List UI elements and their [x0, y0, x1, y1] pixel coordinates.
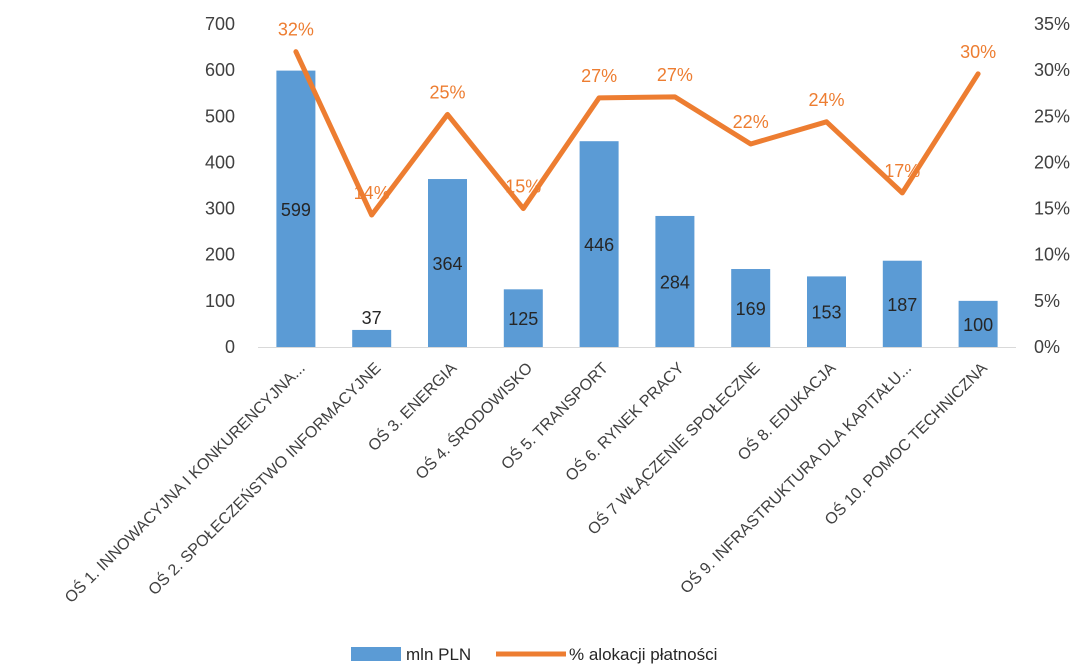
- line-value-label: 27%: [581, 66, 617, 86]
- bar-series: [276, 70, 998, 348]
- legend-swatch-bar: [351, 647, 401, 661]
- y-left-tick-label: 300: [205, 199, 235, 219]
- y-right-tick-label: 15%: [1034, 199, 1070, 219]
- line-value-label: 27%: [657, 65, 693, 85]
- bar-value-label: 100: [963, 315, 993, 335]
- bar-value-label: 446: [584, 235, 614, 255]
- y-right-tick-label: 20%: [1034, 152, 1070, 172]
- y-right-tick-label: 30%: [1034, 60, 1070, 80]
- y-left-tick-label: 200: [205, 245, 235, 265]
- y-right-tick-label: 5%: [1034, 291, 1060, 311]
- bar-value-label: 153: [811, 303, 841, 323]
- x-category-label: OŚ 10. POMOC TECHNICZNA: [821, 358, 992, 529]
- bar-value-label: 364: [432, 254, 462, 274]
- line-value-label: 14%: [354, 183, 390, 203]
- line-value-label: 15%: [505, 177, 541, 197]
- legend-label-line: % alokacji płatności: [569, 645, 717, 664]
- bar: [352, 329, 392, 347]
- y-left-tick-label: 0: [225, 337, 235, 357]
- percent-line: [293, 49, 981, 218]
- bar: [882, 260, 922, 347]
- bar: [958, 300, 998, 347]
- y-left-tick-label: 700: [205, 14, 235, 34]
- y-right-tick-label: 35%: [1034, 14, 1070, 34]
- bar-value-label: 37: [362, 308, 382, 328]
- line-value-label: 24%: [808, 90, 844, 110]
- y-left-tick-label: 600: [205, 60, 235, 80]
- line-data-labels: 32% 14% 25% 15% 27% 27% 22% 24% 17% 30%: [278, 20, 996, 203]
- bar-value-label: 284: [660, 272, 690, 292]
- bar: [807, 276, 846, 347]
- y-left-tick-label: 400: [205, 152, 235, 172]
- bar-value-label: 187: [887, 295, 917, 315]
- y-right-tick-label: 25%: [1034, 106, 1070, 126]
- bar: [731, 269, 771, 347]
- bar: [428, 179, 467, 347]
- line-value-label: 32%: [278, 20, 314, 40]
- bar: [503, 289, 543, 347]
- legend: mln PLN % alokacji płatności: [351, 645, 717, 664]
- bar: [655, 215, 695, 347]
- line-series: [293, 49, 981, 218]
- y-left-tick-label: 100: [205, 291, 235, 311]
- y-left-tick-label: 500: [205, 106, 235, 126]
- line-value-label: 22%: [733, 112, 769, 132]
- y-right-tick-label: 0%: [1034, 337, 1060, 357]
- line-value-label: 25%: [429, 82, 465, 102]
- y-right-tick-label: 10%: [1034, 245, 1070, 265]
- line-value-label: 17%: [884, 161, 920, 181]
- y-axis-right: 0% 5% 10% 15% 20% 25% 30% 35%: [1034, 14, 1070, 357]
- x-axis-categories: OŚ 1. INNOWACYJNA I KONKURENCYJNA...OŚ 2…: [61, 358, 992, 606]
- bar-value-label: 599: [281, 200, 311, 220]
- bar: [579, 141, 619, 347]
- legend-label-bar: mln PLN: [406, 645, 471, 664]
- bar-data-labels: 599 37 364 125 446 284 169 153 187 100: [281, 200, 993, 335]
- bar-value-label: 169: [736, 299, 766, 319]
- bar: [276, 70, 316, 348]
- bar-value-label: 125: [508, 309, 538, 329]
- y-axis-left: 0 100 200 300 400 500 600 700: [205, 14, 235, 357]
- line-value-label: 30%: [960, 42, 996, 62]
